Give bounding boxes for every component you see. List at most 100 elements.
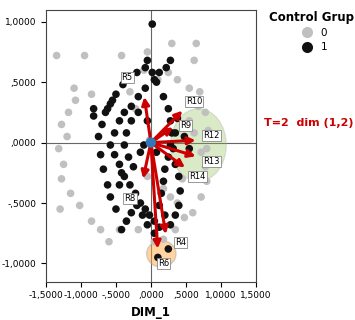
Point bbox=[158, 191, 164, 196]
Point bbox=[147, 212, 152, 218]
Point bbox=[186, 86, 192, 91]
Point bbox=[112, 130, 118, 135]
Point bbox=[100, 167, 106, 172]
Point bbox=[162, 167, 168, 172]
Point bbox=[175, 116, 180, 121]
Point bbox=[149, 70, 155, 75]
Point bbox=[191, 58, 197, 63]
Text: R5: R5 bbox=[121, 73, 133, 82]
Point bbox=[202, 164, 208, 169]
Point bbox=[168, 142, 173, 148]
Point bbox=[149, 21, 155, 27]
Point bbox=[198, 150, 204, 155]
Point bbox=[165, 70, 171, 75]
Point bbox=[140, 212, 145, 218]
Point bbox=[105, 182, 110, 188]
Point bbox=[147, 138, 152, 143]
Point bbox=[160, 94, 166, 99]
Point bbox=[82, 53, 87, 58]
Point bbox=[108, 142, 113, 148]
Point bbox=[173, 162, 178, 167]
Point bbox=[116, 162, 122, 167]
Legend: 0, 1: 0, 1 bbox=[265, 7, 355, 56]
Point bbox=[168, 195, 173, 200]
Point bbox=[144, 49, 150, 54]
Point bbox=[157, 225, 162, 230]
Point bbox=[162, 212, 168, 218]
Point bbox=[198, 195, 204, 200]
Point bbox=[134, 70, 140, 75]
Point bbox=[173, 212, 178, 218]
Point bbox=[175, 77, 180, 82]
Point bbox=[61, 162, 66, 167]
Point bbox=[108, 101, 113, 107]
Point bbox=[141, 142, 147, 148]
Point bbox=[152, 231, 157, 236]
Point bbox=[169, 130, 175, 135]
Point bbox=[129, 210, 134, 215]
Point bbox=[91, 113, 97, 118]
Point bbox=[144, 222, 150, 227]
Point bbox=[129, 118, 134, 124]
Point bbox=[127, 89, 133, 94]
Point bbox=[126, 155, 131, 160]
Point bbox=[98, 227, 103, 232]
Point bbox=[121, 110, 127, 115]
Point bbox=[190, 210, 196, 215]
Point bbox=[154, 150, 159, 155]
Point bbox=[64, 134, 70, 139]
Point bbox=[173, 130, 178, 135]
Point bbox=[89, 92, 94, 97]
Point bbox=[197, 89, 203, 94]
Point bbox=[169, 41, 175, 46]
Point bbox=[175, 200, 180, 205]
Point bbox=[152, 239, 157, 244]
X-axis label: DIM_1: DIM_1 bbox=[131, 306, 171, 319]
Point bbox=[138, 200, 143, 205]
Point bbox=[178, 188, 183, 194]
Point bbox=[124, 219, 129, 224]
Point bbox=[144, 174, 150, 179]
Point bbox=[121, 142, 127, 148]
Point bbox=[186, 118, 192, 124]
Point bbox=[142, 65, 148, 70]
Point bbox=[170, 146, 176, 151]
Point bbox=[191, 130, 197, 135]
Point bbox=[157, 70, 162, 75]
Point bbox=[108, 195, 113, 200]
Text: R4: R4 bbox=[175, 238, 186, 247]
Point bbox=[116, 118, 122, 124]
Point bbox=[120, 82, 126, 87]
Point bbox=[149, 21, 155, 27]
Point bbox=[129, 104, 134, 109]
Point bbox=[160, 186, 166, 191]
Point bbox=[112, 152, 118, 157]
Point bbox=[136, 227, 141, 232]
Point bbox=[160, 179, 166, 184]
Point bbox=[124, 219, 129, 224]
Text: R9: R9 bbox=[180, 121, 191, 130]
Point bbox=[106, 239, 112, 244]
Point bbox=[181, 215, 187, 220]
Point bbox=[119, 170, 124, 175]
Point bbox=[71, 86, 77, 91]
Point bbox=[131, 164, 136, 169]
Point bbox=[202, 110, 208, 115]
Point bbox=[144, 58, 150, 63]
Point bbox=[168, 222, 173, 227]
Point bbox=[168, 118, 173, 124]
Point bbox=[204, 146, 209, 151]
Point bbox=[196, 104, 201, 109]
Point bbox=[176, 203, 182, 208]
Point bbox=[57, 206, 63, 212]
Point bbox=[116, 227, 122, 232]
Point bbox=[155, 77, 161, 82]
Text: R12: R12 bbox=[203, 131, 220, 140]
Point bbox=[98, 152, 103, 157]
Point bbox=[133, 106, 138, 111]
Point bbox=[165, 106, 171, 111]
Point bbox=[142, 86, 148, 91]
Point bbox=[136, 94, 141, 99]
Point bbox=[91, 106, 97, 111]
Point bbox=[142, 206, 148, 212]
